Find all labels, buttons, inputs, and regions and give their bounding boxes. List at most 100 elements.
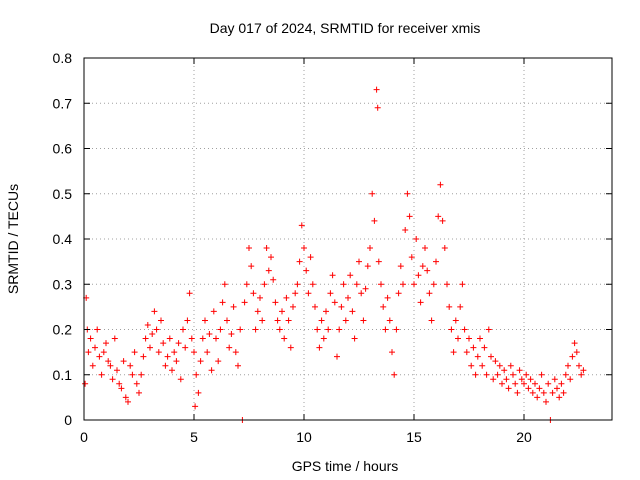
data-point bbox=[177, 376, 184, 383]
data-point bbox=[422, 245, 428, 252]
data-point bbox=[463, 349, 470, 356]
data-point bbox=[318, 317, 325, 324]
x-tick-label: 20 bbox=[516, 429, 532, 445]
data-point bbox=[400, 281, 406, 288]
data-point bbox=[314, 326, 321, 333]
data-point bbox=[485, 326, 492, 333]
data-point bbox=[556, 394, 563, 401]
data-point bbox=[503, 376, 510, 383]
data-point bbox=[171, 349, 178, 356]
data-point bbox=[356, 258, 362, 265]
data-point bbox=[114, 367, 120, 374]
data-point bbox=[514, 389, 521, 396]
data-point bbox=[133, 380, 140, 387]
data-point bbox=[384, 294, 391, 301]
data-point bbox=[118, 385, 125, 392]
data-point bbox=[169, 367, 175, 374]
data-point bbox=[578, 371, 585, 378]
data-point bbox=[144, 321, 151, 328]
data-point bbox=[580, 367, 587, 374]
data-point bbox=[428, 317, 435, 324]
data-point bbox=[287, 344, 294, 351]
data-point bbox=[129, 371, 136, 378]
data-point bbox=[309, 281, 316, 288]
data-point bbox=[261, 281, 268, 288]
data-point bbox=[494, 371, 501, 378]
data-point bbox=[158, 317, 164, 324]
data-point bbox=[219, 299, 226, 306]
data-point bbox=[424, 267, 431, 274]
data-point bbox=[184, 317, 191, 324]
data-point bbox=[283, 294, 290, 301]
data-point bbox=[380, 303, 387, 310]
data-point bbox=[188, 335, 195, 342]
data-point bbox=[382, 326, 389, 333]
data-point bbox=[226, 344, 233, 351]
data-point bbox=[237, 326, 244, 333]
data-point bbox=[569, 353, 576, 360]
data-point bbox=[351, 335, 358, 342]
data-point bbox=[481, 344, 488, 351]
data-point bbox=[103, 340, 109, 347]
data-point bbox=[82, 380, 89, 387]
data-point bbox=[499, 380, 505, 387]
data-point bbox=[186, 290, 193, 297]
data-point bbox=[345, 294, 351, 301]
data-point bbox=[142, 335, 149, 342]
data-point bbox=[204, 349, 211, 356]
data-point bbox=[538, 371, 545, 378]
data-point bbox=[235, 362, 241, 369]
data-point bbox=[567, 376, 574, 383]
data-point bbox=[213, 335, 219, 342]
data-point bbox=[523, 371, 530, 378]
data-point bbox=[111, 335, 118, 342]
data-point bbox=[180, 326, 186, 333]
data-point bbox=[353, 281, 360, 288]
data-point bbox=[406, 213, 413, 220]
data-point bbox=[127, 362, 134, 369]
data-point bbox=[263, 245, 270, 252]
data-point bbox=[149, 331, 156, 338]
data-point bbox=[507, 362, 514, 369]
data-point bbox=[336, 326, 343, 333]
data-point bbox=[268, 254, 274, 261]
data-point bbox=[217, 326, 224, 333]
y-axis-label: SRMTID / TECUs bbox=[5, 184, 21, 294]
y-tick-label: 0.1 bbox=[53, 367, 73, 383]
x-tick-label: 0 bbox=[80, 429, 88, 445]
data-point bbox=[208, 367, 215, 374]
data-point bbox=[296, 258, 303, 265]
data-point bbox=[254, 308, 261, 315]
data-point bbox=[510, 371, 516, 378]
data-point bbox=[435, 213, 442, 220]
data-point bbox=[248, 263, 255, 270]
data-point bbox=[252, 326, 259, 333]
data-point bbox=[492, 358, 499, 365]
data-point bbox=[358, 290, 365, 297]
data-point bbox=[571, 340, 578, 347]
data-point bbox=[334, 353, 340, 360]
data-point bbox=[301, 245, 307, 252]
data-point bbox=[367, 245, 373, 252]
data-point bbox=[246, 245, 252, 252]
data-point bbox=[279, 308, 285, 315]
data-point bbox=[272, 299, 279, 306]
data-point bbox=[100, 349, 107, 356]
data-point bbox=[413, 236, 420, 242]
data-point bbox=[285, 317, 292, 324]
data-point bbox=[107, 362, 114, 369]
data-point bbox=[98, 371, 105, 378]
data-point bbox=[303, 267, 310, 274]
data-point bbox=[417, 299, 424, 306]
data-point bbox=[560, 389, 567, 396]
data-point bbox=[397, 263, 404, 270]
data-point bbox=[349, 308, 356, 315]
data-point bbox=[441, 245, 448, 252]
data-point bbox=[131, 349, 138, 356]
data-point bbox=[307, 254, 314, 261]
data-point bbox=[305, 290, 312, 297]
data-point bbox=[426, 290, 433, 297]
data-point bbox=[483, 371, 490, 378]
data-point bbox=[164, 353, 171, 360]
